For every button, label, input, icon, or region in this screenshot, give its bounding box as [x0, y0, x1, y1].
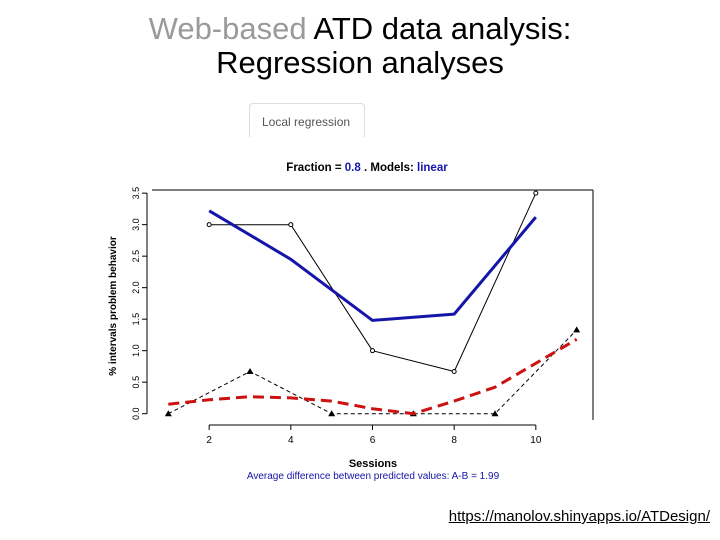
source-link[interactable]: https://manolov.shinyapps.io/ATDesign/: [448, 508, 710, 525]
data-point-triangle: [491, 410, 499, 417]
y-tick-label: 2.5: [131, 250, 141, 263]
x-tick-label: 8: [451, 435, 457, 446]
x-axis-label: Sessions: [349, 458, 397, 470]
y-tick-label: 3.5: [131, 187, 141, 200]
x-axis: 2 4 6 8 10: [206, 424, 542, 446]
y-tick-label: 3.0: [131, 218, 141, 231]
chart-title-fraction: 0.8: [345, 162, 362, 174]
data-point-triangle: [328, 410, 336, 417]
slide-title-rest: ATD data analysis:: [306, 11, 572, 46]
slide-title-muted: Web-based: [148, 11, 307, 46]
data-line-1: [168, 329, 578, 415]
data-point-circle: [451, 368, 457, 374]
y-axis-label: % intervals problem behavior: [108, 236, 119, 376]
data-point-triangle: [573, 326, 581, 333]
chart-title-model: linear: [417, 162, 448, 174]
slide-title-line2: Regression analyses: [216, 45, 504, 80]
data-point-circle: [533, 190, 539, 196]
y-tick-label: 1.0: [131, 344, 141, 357]
chart-title-middle: . Models:: [361, 162, 417, 174]
data-line-0: [209, 192, 537, 372]
x-tick-label: 2: [206, 435, 212, 446]
x-tick-label: 4: [288, 435, 294, 446]
y-tick-label: 0.0: [131, 407, 141, 420]
y-tick-label: 2.0: [131, 281, 141, 294]
y-axis: 0.0 0.5 1.0 1.5 2.0 2.5 3.0 3.5: [131, 187, 148, 420]
tab-label: Local regression: [262, 115, 351, 129]
data-point-triangle: [246, 367, 254, 374]
slide-title: Web-based ATD data analysis: Regression …: [0, 12, 720, 80]
fitted-line-3: [168, 338, 578, 416]
data-point-circle: [370, 348, 375, 354]
chart-title-prefix: Fraction =: [286, 162, 344, 174]
y-tick-label: 0.5: [131, 376, 141, 389]
data-point-circle: [288, 222, 294, 228]
chart-title: Fraction = 0.8 . Models: linear: [286, 162, 448, 174]
fitted-line-2: [208, 209, 537, 322]
x-tick-label: 6: [370, 435, 376, 446]
chart-footnote: Average difference between predicted val…: [247, 471, 500, 482]
data-point-circle: [206, 222, 212, 228]
x-tick-label: 10: [530, 435, 542, 446]
local-regression-tab[interactable]: Local regression: [249, 103, 365, 137]
y-tick-label: 1.5: [131, 313, 141, 326]
data-point-triangle: [164, 410, 172, 417]
series-layer: [164, 190, 581, 417]
